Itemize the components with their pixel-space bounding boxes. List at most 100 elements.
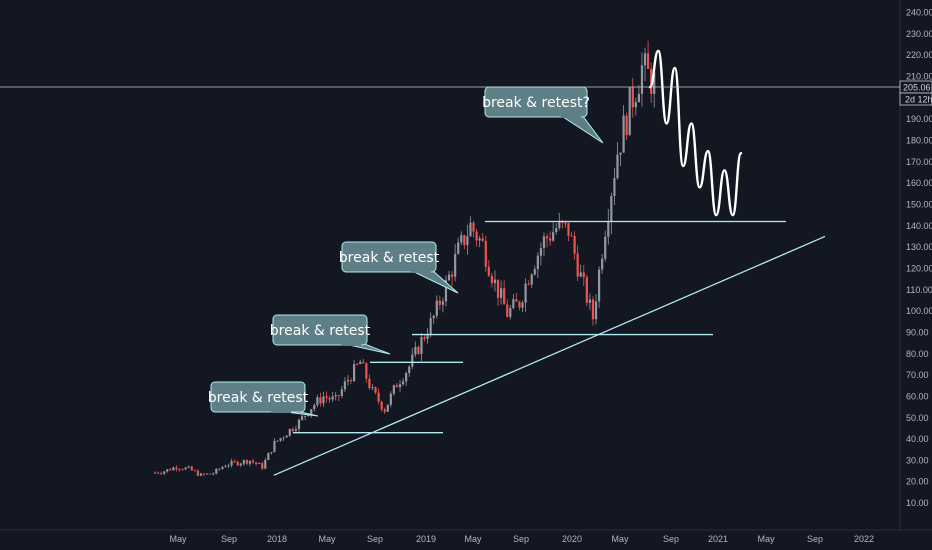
candle-body [166,469,169,472]
candle-body [417,346,420,354]
candles-series [153,40,656,477]
y-tick-label: 100.00 [906,306,932,316]
candle-body [254,462,258,464]
candle-body [368,378,371,389]
projection-path [648,49,743,217]
y-axis[interactable]: 240.00230.00220.00210.00200.00190.00180.… [906,7,932,508]
candle-body [239,463,242,466]
candle-body [585,277,588,303]
candle-body [558,220,561,229]
candle-body [432,315,435,319]
candle-body [362,361,365,364]
candle-body [202,473,206,475]
candle-body [380,401,383,410]
candle-body [634,102,637,108]
candle-body [282,437,285,439]
candle-body [328,397,331,400]
candle-body [484,240,487,267]
candle-body [365,363,368,379]
candle-body [582,272,585,278]
candle-body [221,467,224,469]
candle-body [233,461,236,462]
candle-body [401,381,405,385]
candle-body [389,393,392,405]
candle-body [178,469,181,470]
y-tick-label: 10.00 [906,498,929,508]
y-tick-label: 70.00 [906,370,929,380]
candle-body [545,236,549,239]
x-tick-label: May [464,534,482,544]
candle-body [552,232,555,241]
y-tick-label: 120.00 [906,263,932,273]
candle-body [548,238,552,241]
candle-body [588,299,592,303]
y-tick-label: 90.00 [906,327,929,337]
y-tick-label: 20.00 [906,477,929,487]
candle-body [625,115,628,136]
candle-body [209,473,212,475]
y-tick-label: 150.00 [906,199,932,209]
candle-body [160,473,163,475]
candle-body [469,222,472,237]
callout-text: break & retest? [482,95,590,111]
candle-body [423,337,426,339]
candle-body [447,274,451,281]
countdown-badge [899,92,932,106]
candle-body [316,397,319,406]
candle-body [383,409,386,412]
candle-body [512,299,515,309]
candle-body [460,235,463,243]
candle-body [521,302,524,308]
y-tick-label: 50.00 [906,413,929,423]
candle-body [475,231,478,241]
candle-body [530,274,533,285]
candle-body [524,283,527,303]
candle-body [163,471,166,474]
candle-body [264,460,267,469]
candle-body [616,154,619,179]
candle-body [227,465,230,467]
candle-body [291,428,294,431]
x-tick-label: 2020 [562,534,582,544]
candle-body [297,419,301,430]
callout: break & retest [339,241,459,294]
candle-body [337,395,340,397]
candle-body [637,93,641,103]
x-tick-label: 2021 [708,534,728,544]
x-tick-label: 2018 [267,534,287,544]
callouts-group: break & retest break & retest break & rete… [208,86,604,417]
candle-body [533,269,536,275]
support-levels [293,220,786,434]
candle-body [493,279,497,284]
candle-body [429,318,432,336]
candle-body [646,53,650,69]
candle-body [490,275,494,284]
candle-body [184,467,187,470]
candle-body [619,152,622,155]
candle-body [454,253,457,277]
callout-text: break & retest [270,323,371,339]
callout-joint [561,115,581,118]
candle-body [643,53,647,66]
candle-body [307,415,310,416]
y-tick-label: 40.00 [906,434,929,444]
y-tick-label: 80.00 [906,349,929,359]
candle-body [169,469,172,471]
candle-body [187,466,190,468]
y-tick-label: 60.00 [906,391,929,401]
candle-body [322,396,325,404]
candle-body [224,466,227,468]
projection-group [648,49,743,217]
candle-body [444,280,448,302]
candle-body [450,274,454,277]
callout-box [272,314,368,346]
y-tick-label: 180.00 [906,135,932,145]
candle-body [631,87,634,108]
candle-body [441,301,445,305]
candle-body [527,283,530,285]
x-axis[interactable]: May Sep 2018 May Sep 2019 May Sep 2020 May Sep 2021… [169,534,874,544]
candle-body [435,300,438,316]
candle-body [377,392,380,402]
